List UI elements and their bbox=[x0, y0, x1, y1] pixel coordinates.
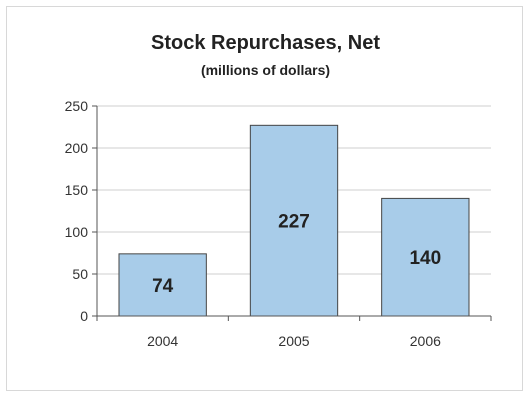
y-tick-label: 50 bbox=[72, 266, 88, 282]
y-tick-label: 100 bbox=[65, 224, 89, 240]
bar-2005 bbox=[249, 124, 339, 317]
chart-subtitle: (millions of dollars) bbox=[200, 62, 331, 78]
chart-title: Stock Repurchases, Net bbox=[151, 32, 380, 54]
axes bbox=[92, 105, 492, 321]
labels: 0 50 100 150 200 250 2004 74 2005 227 2006 140 bbox=[65, 98, 442, 349]
y-tick-label: 150 bbox=[65, 182, 89, 198]
data-label: 227 bbox=[278, 212, 310, 233]
x-tick-label: 2004 bbox=[147, 333, 178, 349]
x-tick-label: 2005 bbox=[278, 333, 309, 349]
x-tick-label: 2006 bbox=[410, 333, 441, 349]
bar-2004 bbox=[118, 253, 207, 317]
y-tick-label: 250 bbox=[65, 98, 89, 114]
y-tick-label: 0 bbox=[80, 308, 88, 324]
data-label: 74 bbox=[152, 276, 174, 297]
bar-2006 bbox=[381, 197, 470, 317]
bars bbox=[118, 124, 470, 317]
data-label: 140 bbox=[409, 248, 441, 269]
y-tick-label: 200 bbox=[65, 140, 89, 156]
